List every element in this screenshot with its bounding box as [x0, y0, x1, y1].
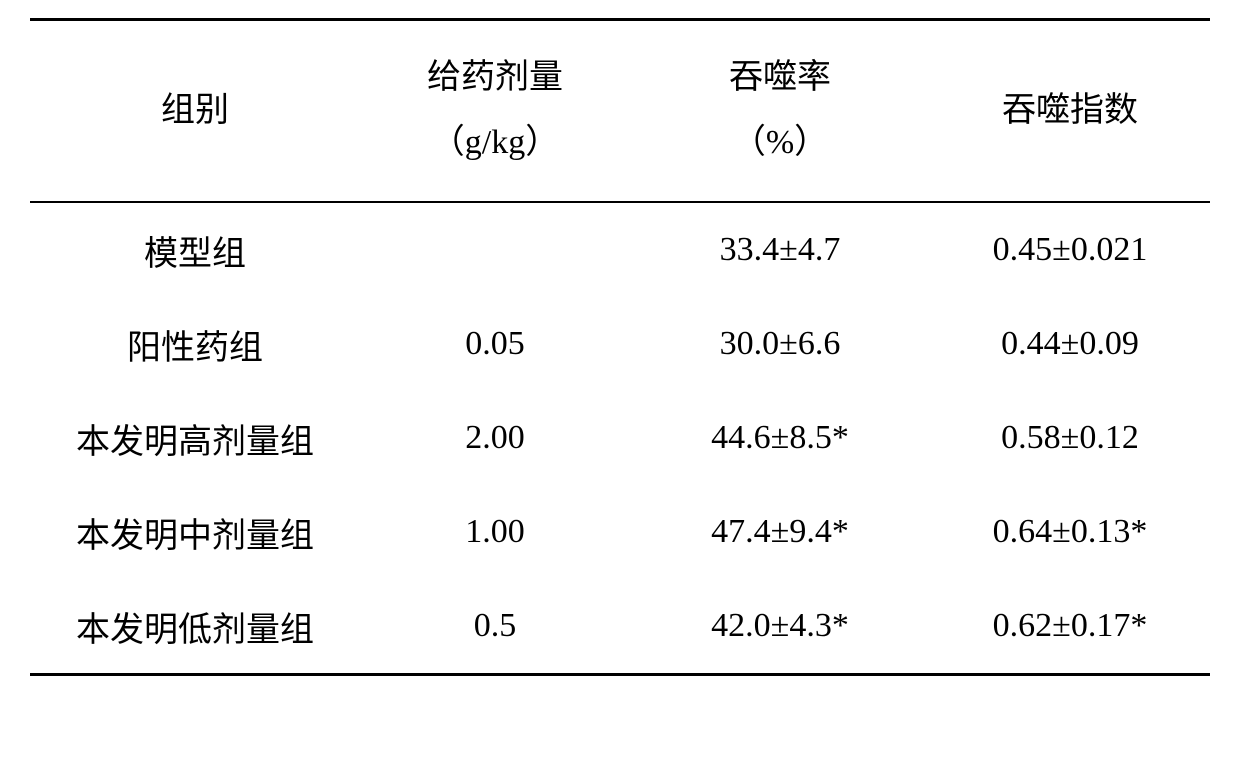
col-header-group-label: 组别	[161, 79, 229, 144]
cell-dose: 0.05	[360, 297, 630, 391]
col-header-rate-label: 吞噬率	[729, 46, 831, 111]
table-row: 本发明高剂量组 2.00 44.6±8.5* 0.58±0.12	[30, 391, 1210, 485]
col-header-dose-unit: （g/kg）	[431, 111, 559, 176]
cell-rate: 47.4±9.4*	[630, 485, 930, 579]
table-row: 本发明低剂量组 0.5 42.0±4.3* 0.62±0.17*	[30, 579, 1210, 673]
table-body: 模型组 33.4±4.7 0.45±0.021 阳性药组 0.05 30.0±6…	[30, 203, 1210, 673]
cell-group: 本发明中剂量组	[30, 485, 360, 579]
table-header-row: 组别 给药剂量 （g/kg） 吞噬率 （%） 吞噬指数	[30, 21, 1210, 203]
table-row: 模型组 33.4±4.7 0.45±0.021	[30, 203, 1210, 297]
cell-rate: 30.0±6.6	[630, 297, 930, 391]
cell-rate: 44.6±8.5*	[630, 391, 930, 485]
col-header-dose: 给药剂量 （g/kg）	[360, 21, 630, 201]
cell-group: 模型组	[30, 203, 360, 297]
cell-group: 本发明低剂量组	[30, 579, 360, 673]
cell-dose	[360, 203, 630, 297]
col-header-index-label: 吞噬指数	[1002, 79, 1138, 144]
col-header-group: 组别	[30, 21, 360, 201]
table-row: 本发明中剂量组 1.00 47.4±9.4* 0.64±0.13*	[30, 485, 1210, 579]
cell-group: 本发明高剂量组	[30, 391, 360, 485]
cell-dose: 1.00	[360, 485, 630, 579]
data-table: 组别 给药剂量 （g/kg） 吞噬率 （%） 吞噬指数 模型组 33.4±4.7…	[30, 18, 1210, 676]
col-header-dose-label: 给药剂量	[427, 46, 563, 111]
cell-rate: 33.4±4.7	[630, 203, 930, 297]
cell-index: 0.44±0.09	[930, 297, 1210, 391]
cell-group: 阳性药组	[30, 297, 360, 391]
cell-index: 0.64±0.13*	[930, 485, 1210, 579]
cell-dose: 2.00	[360, 391, 630, 485]
cell-index: 0.58±0.12	[930, 391, 1210, 485]
col-header-index: 吞噬指数	[930, 21, 1210, 201]
col-header-rate: 吞噬率 （%）	[630, 21, 930, 201]
col-header-rate-unit: （%）	[732, 111, 828, 176]
cell-index: 0.62±0.17*	[930, 579, 1210, 673]
table-row: 阳性药组 0.05 30.0±6.6 0.44±0.09	[30, 297, 1210, 391]
cell-index: 0.45±0.021	[930, 203, 1210, 297]
cell-dose: 0.5	[360, 579, 630, 673]
cell-rate: 42.0±4.3*	[630, 579, 930, 673]
